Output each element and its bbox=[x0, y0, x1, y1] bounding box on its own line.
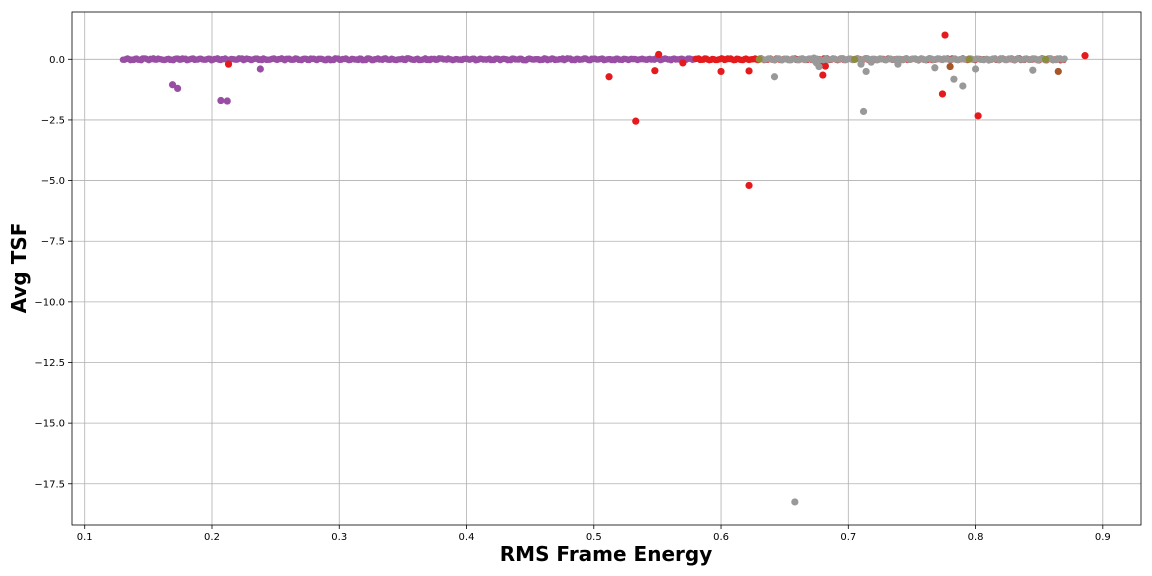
data-point bbox=[655, 50, 663, 59]
grid-lines bbox=[72, 12, 1141, 525]
data-point bbox=[256, 65, 264, 73]
data-point bbox=[974, 112, 982, 120]
y-tick-label: −5.0 bbox=[41, 176, 65, 187]
data-point bbox=[819, 71, 827, 79]
data-point bbox=[168, 81, 177, 89]
x-axis-ticks: 0.1 0.2 0.3 0.4 0.5 0.6 0.7 0.8 0.9 bbox=[77, 525, 1111, 543]
x-tick-label: 0.2 bbox=[204, 532, 220, 543]
data-point bbox=[959, 82, 967, 90]
data-point bbox=[632, 117, 640, 125]
data-point bbox=[851, 55, 859, 63]
data-point bbox=[821, 62, 829, 70]
data-point bbox=[217, 96, 225, 105]
y-tick-label: 0.0 bbox=[49, 55, 65, 66]
data-point bbox=[931, 64, 939, 72]
data-point bbox=[174, 84, 182, 93]
y-tick-label: −12.5 bbox=[34, 358, 65, 369]
data-point bbox=[867, 58, 875, 66]
data-point bbox=[755, 55, 763, 63]
y-tick-label: −17.5 bbox=[34, 479, 65, 490]
data-point bbox=[815, 62, 823, 71]
data-point bbox=[971, 65, 980, 73]
x-tick-label: 0.6 bbox=[713, 532, 729, 543]
data-point bbox=[717, 67, 725, 76]
data-point bbox=[857, 60, 865, 68]
y-axis-ticks: 0.0 −2.5 −5.0 −7.5 −10.0 −12.5 −15.0 −17.5 bbox=[34, 55, 72, 490]
x-tick-label: 0.5 bbox=[586, 532, 602, 543]
data-point bbox=[894, 60, 902, 68]
data-point bbox=[223, 97, 231, 105]
data-point bbox=[941, 31, 949, 39]
data-point bbox=[950, 75, 958, 83]
data-point bbox=[605, 73, 613, 81]
brown-series bbox=[946, 62, 1062, 76]
x-axis-label: RMS Frame Energy bbox=[500, 542, 712, 566]
data-point bbox=[1061, 55, 1068, 62]
plot-frame bbox=[71, 11, 1142, 526]
y-tick-label: −2.5 bbox=[41, 115, 65, 126]
x-tick-label: 0.1 bbox=[77, 532, 93, 543]
data-point bbox=[1029, 66, 1037, 74]
olive-series bbox=[755, 55, 1050, 63]
data-point bbox=[862, 67, 870, 76]
y-tick-label: −10.0 bbox=[34, 297, 65, 308]
red-series bbox=[224, 31, 1089, 190]
x-tick-label: 0.7 bbox=[840, 532, 856, 543]
y-tick-label: −15.0 bbox=[34, 419, 65, 430]
data-point bbox=[938, 90, 947, 98]
data-point bbox=[745, 181, 753, 190]
data-points bbox=[119, 31, 1089, 506]
data-point bbox=[1081, 52, 1089, 60]
data-point bbox=[770, 73, 779, 81]
x-tick-label: 0.4 bbox=[459, 532, 475, 543]
data-point bbox=[1054, 67, 1062, 76]
data-point bbox=[859, 107, 868, 116]
x-tick-label: 0.9 bbox=[1095, 532, 1111, 543]
data-point bbox=[745, 67, 753, 75]
purple-series bbox=[119, 55, 699, 105]
data-point bbox=[946, 62, 954, 71]
y-tick-label: −7.5 bbox=[41, 237, 65, 248]
data-point bbox=[679, 59, 687, 67]
data-point bbox=[224, 60, 233, 68]
x-tick-label: 0.3 bbox=[331, 532, 347, 543]
data-point bbox=[1041, 55, 1050, 63]
x-tick-label: 0.8 bbox=[968, 532, 984, 543]
gray-series bbox=[756, 54, 1068, 506]
y-axis-label: Avg TSF bbox=[7, 223, 31, 314]
data-point bbox=[791, 498, 799, 506]
data-point bbox=[965, 55, 973, 63]
data-point bbox=[651, 67, 659, 75]
